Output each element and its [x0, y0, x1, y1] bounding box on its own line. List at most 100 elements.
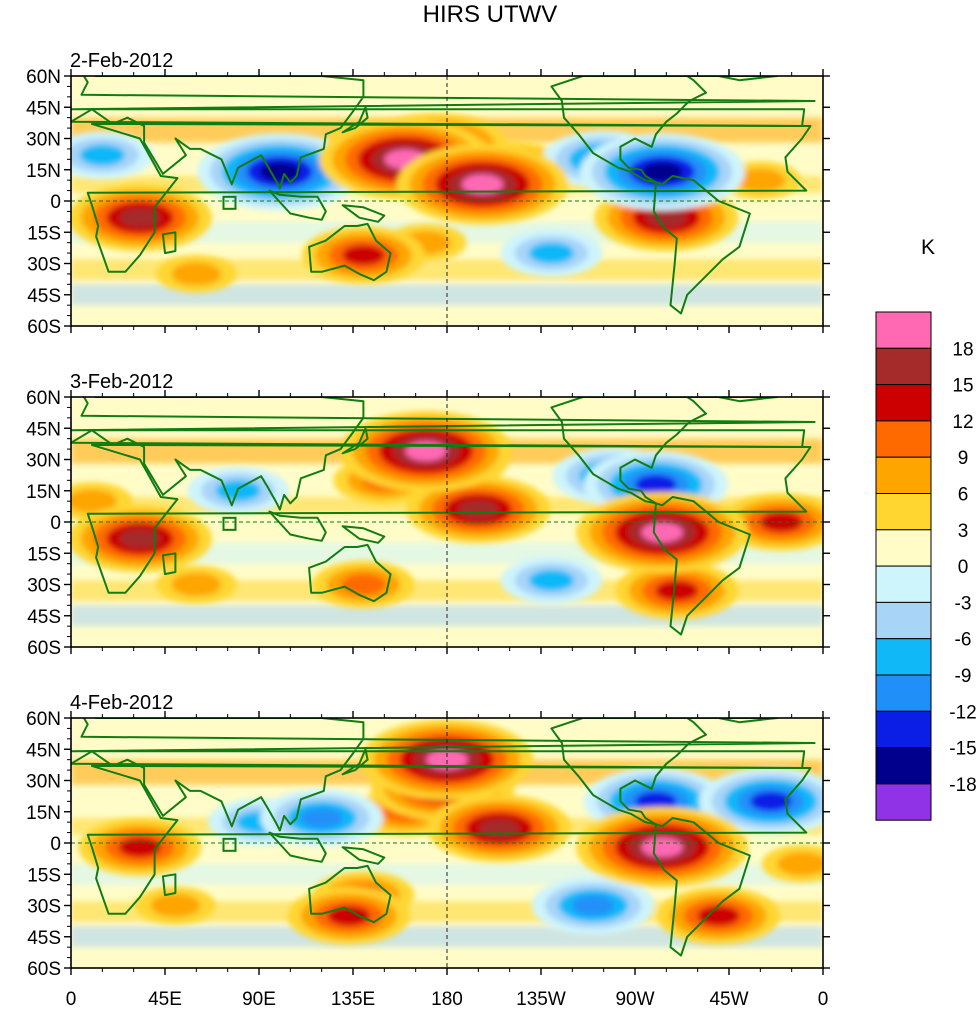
field-anomaly	[342, 245, 385, 266]
lon-tick-label: 45E	[148, 989, 182, 1010]
field-anomaly	[327, 905, 371, 926]
colorbar-swatch	[875, 347, 932, 386]
colorbar-swatch	[875, 638, 932, 676]
lon-tick-label: 135W	[516, 989, 566, 1010]
island-box	[222, 837, 237, 852]
panel-date: 3-Feb-2012	[70, 371, 173, 393]
colorbar: 18 15 12 9 6 3 0 -3 -6 -9 -12 -15 -18	[875, 311, 977, 821]
field-anomaly	[528, 242, 575, 264]
lat-tick-label: 60N	[26, 709, 61, 730]
lat-tick-label: 15S	[27, 544, 61, 565]
island-box	[222, 516, 237, 531]
coastline	[341, 748, 369, 776]
field-anomaly	[635, 474, 677, 495]
colorbar-swatch	[875, 456, 932, 495]
colorbar-swatch	[875, 747, 932, 785]
field-anomaly	[777, 852, 823, 876]
coastline	[268, 510, 327, 542]
lon-tick-label: 0	[66, 989, 77, 1010]
coastline	[268, 831, 327, 863]
coastline	[341, 427, 369, 455]
field-anomaly	[750, 791, 792, 811]
lat-tick-label: 30N	[26, 772, 61, 793]
colorbar-label: -12	[949, 702, 976, 723]
panel-date: 4-Feb-2012	[70, 692, 173, 714]
coastline	[652, 175, 751, 315]
field-anomaly	[119, 529, 161, 549]
colorbar-swatch	[875, 529, 932, 567]
map-panel-1: 2-Feb-2012 60N 45N 30N 15N 0 15S 30S 45S 60S	[26, 50, 830, 338]
lat-tick-label: 15N	[26, 482, 61, 503]
lat-tick-label: 30S	[27, 576, 61, 597]
lon-tick-label: 135E	[331, 989, 375, 1010]
field-anomaly	[571, 895, 615, 916]
colorbar-swatch	[875, 783, 932, 821]
field-anomaly	[461, 174, 504, 195]
field-anomaly	[641, 522, 684, 543]
colorbar-label: 15	[952, 376, 973, 397]
coastline	[161, 873, 177, 897]
colorbar-label: 12	[952, 412, 973, 433]
coastline	[308, 543, 392, 603]
field-anomalies	[71, 410, 823, 620]
colorbar-swatch	[875, 311, 932, 349]
colorbar-swatch	[875, 493, 932, 531]
field-anomaly	[118, 837, 162, 858]
coastline	[652, 496, 751, 636]
island-box	[222, 195, 237, 210]
lat-tick-label: 60S	[27, 638, 61, 659]
field-anomaly	[300, 807, 344, 829]
coastline	[71, 397, 816, 511]
lat-tick-label: 30N	[26, 130, 61, 151]
colorbar-swatch	[875, 384, 932, 422]
coastline	[71, 76, 816, 190]
map-panel-2: 3-Feb-2012 60N 45N 30N 15N 0 15S 30S 45S 60S	[26, 371, 830, 659]
lat-tick-label: 30S	[27, 897, 61, 918]
coastline	[550, 397, 707, 505]
coastline	[669, 76, 778, 82]
colorbar-swatch	[875, 420, 932, 458]
field-anomaly	[340, 573, 387, 596]
coastline	[71, 718, 816, 832]
lat-tick-label: 15S	[27, 865, 61, 886]
coastline	[669, 397, 778, 403]
coastline	[308, 222, 392, 282]
lat-tick-label: 15S	[27, 223, 61, 244]
lat-tick-label: 45S	[27, 928, 61, 949]
field-anomaly	[426, 749, 468, 770]
coastline	[550, 76, 707, 184]
lat-tick-label: 45N	[26, 740, 61, 761]
coastline	[161, 231, 177, 255]
colorbar-label: 3	[958, 521, 969, 542]
colorbar-swatch	[875, 601, 932, 640]
colorbar-label: 0	[958, 557, 969, 578]
field-anomaly	[150, 893, 201, 918]
field-anomaly	[697, 905, 740, 926]
coastline	[652, 817, 751, 957]
coastline	[268, 189, 327, 221]
field-anomaly	[528, 569, 575, 591]
field-anomaly	[478, 818, 520, 839]
colorbar-swatch	[875, 710, 932, 749]
field-anomaly	[635, 791, 677, 811]
lon-tick-label: 0	[818, 989, 829, 1010]
colorbar-label: -9	[955, 666, 972, 687]
coastline	[161, 552, 177, 576]
lat-tick-label: 60S	[27, 959, 61, 980]
map-field	[71, 76, 823, 326]
coastline	[341, 525, 386, 544]
field-anomaly	[655, 580, 699, 601]
field-anomaly	[119, 208, 161, 228]
field-band	[71, 259, 823, 281]
colorbar-label: -15	[949, 739, 976, 760]
coastline	[341, 204, 386, 223]
field-anomaly	[259, 162, 300, 182]
lat-tick-label: 60N	[26, 67, 61, 88]
colorbar-label: -18	[949, 775, 976, 796]
lat-tick-label: 60S	[27, 317, 61, 338]
field-anomaly	[79, 144, 125, 166]
field-anomaly	[457, 499, 499, 520]
colorbar-label: -6	[955, 630, 972, 651]
